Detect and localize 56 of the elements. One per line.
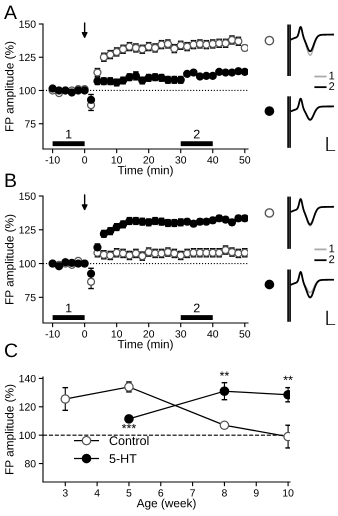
text: 1 xyxy=(329,72,334,80)
x-tick-label: 7 xyxy=(190,489,195,496)
x-tick-label: 0 xyxy=(82,156,88,164)
text: 2 xyxy=(329,255,334,264)
x-axis-title: Time (min) xyxy=(118,166,173,177)
x-tick-label: 6 xyxy=(158,489,164,497)
x-tick-label: 8 xyxy=(222,489,227,497)
legend-label: 5-HT xyxy=(110,454,136,464)
annotation: *** xyxy=(122,424,136,428)
y-axis-title: FP amplitude (%) xyxy=(4,384,16,474)
annotation: ** xyxy=(220,371,230,376)
y-tick-label: 75 xyxy=(25,120,36,128)
y-tick-label: 80 xyxy=(24,460,36,468)
x-axis-title: Age (week) xyxy=(136,498,196,510)
x-tick-label: 20 xyxy=(143,156,154,164)
legend-label: Control xyxy=(110,436,148,446)
y-axis-title: FP amplitude (%) xyxy=(4,214,16,304)
y-tick-label: 150 xyxy=(19,20,36,28)
x-tick-label: 3 xyxy=(62,489,68,497)
x-axis-title: Time (min) xyxy=(118,340,173,351)
chart-title: A xyxy=(4,6,17,20)
x-tick-label: 4 xyxy=(94,489,100,496)
y-tick-label: 120 xyxy=(19,403,36,411)
y-tick-label: 100 xyxy=(19,432,36,440)
x-tick-label: 5 xyxy=(126,489,132,497)
chart-title: C xyxy=(4,343,18,358)
annotation: ** xyxy=(283,376,293,380)
x-tick-label: 20 xyxy=(143,330,154,338)
x-tick-label: -10 xyxy=(46,330,60,338)
annotation: 2 xyxy=(194,304,200,312)
annotation: 1 xyxy=(66,304,72,312)
x-tick-label: 0 xyxy=(82,330,88,338)
x-tick-label: 50 xyxy=(239,156,250,164)
y-tick-label: 125 xyxy=(19,226,36,234)
text: 2 xyxy=(329,82,334,90)
x-tick-label: 30 xyxy=(175,156,186,164)
x-tick-label: 10 xyxy=(112,330,122,338)
y-axis-title: FP amplitude (%) xyxy=(4,42,16,132)
text: 1 xyxy=(329,244,334,252)
x-tick-label: 10 xyxy=(283,489,294,497)
annotation: 2 xyxy=(194,130,200,138)
y-tick-label: 150 xyxy=(19,192,36,200)
y-tick-label: 100 xyxy=(19,260,36,268)
x-tick-label: 30 xyxy=(175,330,186,338)
x-tick-label: 50 xyxy=(239,330,250,338)
y-tick-label: 125 xyxy=(19,54,36,62)
x-tick-label: -10 xyxy=(46,156,60,164)
y-tick-label: 140 xyxy=(19,374,36,382)
chart-title: B xyxy=(6,174,16,188)
y-tick-label: 75 xyxy=(25,294,36,302)
x-tick-label: 9 xyxy=(254,489,259,497)
annotation: 1 xyxy=(66,130,72,138)
y-tick-label: 100 xyxy=(19,86,36,94)
x-tick-label: 40 xyxy=(207,156,218,164)
x-tick-label: 40 xyxy=(207,330,218,338)
x-tick-label: 10 xyxy=(112,156,122,164)
